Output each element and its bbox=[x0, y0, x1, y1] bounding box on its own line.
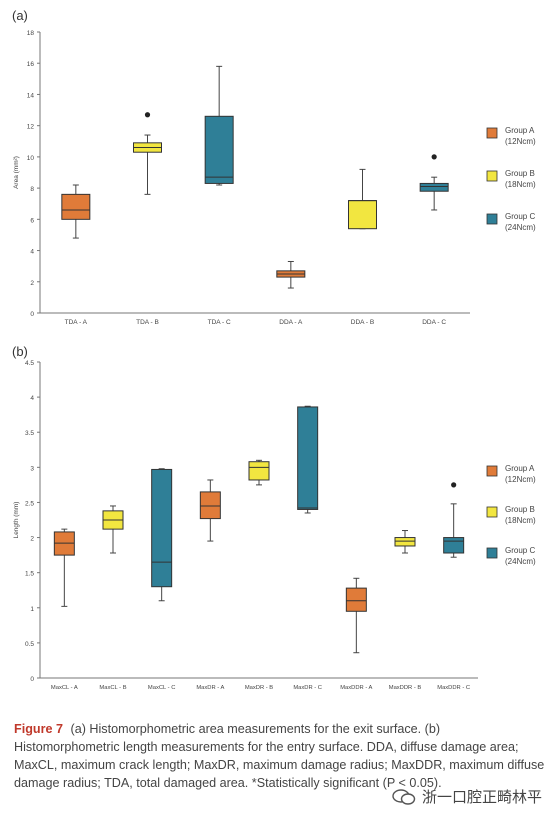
legend-sublabel: (24Ncm) bbox=[505, 557, 536, 566]
y-tick-label: 1 bbox=[30, 606, 34, 613]
legend-label: Group C bbox=[505, 546, 535, 555]
x-tick-label: MaxDR - B bbox=[245, 685, 273, 691]
box-dda-b bbox=[348, 200, 377, 230]
legend-sublabel: (18Ncm) bbox=[505, 516, 536, 525]
box-maxddr-a bbox=[345, 587, 367, 612]
y-tick-label: 10 bbox=[27, 155, 35, 162]
box-maxdr-a bbox=[199, 491, 221, 520]
chart-a: 0 2 4 6 8 10 12 14 16 18 Area (mm²) TDA - A TDA - B T… bbox=[13, 30, 536, 326]
legend-label: Group A bbox=[505, 464, 535, 473]
box-maxdr-b bbox=[248, 461, 270, 481]
legend-swatch-b bbox=[486, 506, 498, 518]
legend-swatch-b bbox=[486, 170, 498, 182]
y-tick-label: 2 bbox=[30, 280, 34, 287]
y-tick-label: 0.5 bbox=[25, 641, 34, 648]
box-maxddr-b bbox=[394, 537, 416, 547]
y-tick-label: 2.5 bbox=[25, 500, 34, 507]
box-tda-a bbox=[61, 193, 91, 220]
legend-sublabel: (12Ncm) bbox=[505, 475, 536, 484]
box-maxcl-c bbox=[151, 468, 173, 588]
legend-sublabel: (24Ncm) bbox=[505, 223, 536, 232]
y-tick-label: 4 bbox=[30, 395, 34, 402]
legend-swatch-a bbox=[486, 127, 498, 139]
legend-swatch-c bbox=[486, 547, 498, 559]
legend-label: Group C bbox=[505, 212, 535, 221]
y-axis-label: Length (mm) bbox=[13, 502, 20, 539]
caption-text: (a) Histomorphometric area measurements … bbox=[14, 722, 545, 790]
legend-swatch-c bbox=[486, 213, 498, 225]
y-tick-label: 3.5 bbox=[25, 430, 34, 437]
x-tick-label: DDA - A bbox=[279, 319, 303, 326]
panel-a-label: (a) bbox=[12, 8, 28, 23]
y-tick-label: 18 bbox=[27, 30, 35, 37]
box-maxdr-c bbox=[297, 406, 319, 510]
x-tick-label: DDA - C bbox=[422, 319, 446, 326]
x-tick-label: MaxDR - C bbox=[293, 685, 322, 691]
figure-label: Figure 7 bbox=[14, 722, 63, 736]
y-tick-label: 8 bbox=[30, 186, 34, 193]
legend-sublabel: (12Ncm) bbox=[505, 137, 536, 146]
outlier-point bbox=[451, 482, 457, 488]
x-tick-label: MaxDDR - A bbox=[340, 685, 372, 691]
box-dda-c bbox=[419, 182, 449, 192]
watermark-text: 浙一口腔正畸林平 bbox=[422, 789, 543, 806]
x-tick-label: MaxCL - C bbox=[148, 685, 175, 691]
x-tick-label: TDA - C bbox=[208, 319, 231, 326]
chart-b: 0 0.5 1 1.5 2 2.5 3 3.5 4 4.5 Length (mm) MaxCL - A… bbox=[13, 360, 536, 691]
outlier-point bbox=[431, 154, 437, 160]
y-tick-label: 6 bbox=[30, 217, 34, 224]
legend-label: Group A bbox=[505, 126, 535, 135]
x-tick-label: MaxCL - A bbox=[51, 685, 78, 691]
legend-swatch-a bbox=[486, 465, 498, 477]
y-tick-label: 0 bbox=[30, 676, 34, 683]
figure-caption: Figure 7 (a) Histomorphometric area meas… bbox=[14, 720, 548, 792]
legend-sublabel: (18Ncm) bbox=[505, 180, 536, 189]
y-tick-label: 1.5 bbox=[25, 571, 34, 578]
x-tick-label: TDA - A bbox=[65, 319, 88, 326]
y-tick-label: 0 bbox=[30, 311, 34, 318]
wechat-icon bbox=[392, 788, 416, 805]
box-tda-c bbox=[204, 115, 234, 184]
watermark: 浙一口腔正畸林平 bbox=[392, 786, 542, 807]
panel-b-label: (b) bbox=[12, 344, 28, 359]
x-tick-label: MaxCL - B bbox=[99, 685, 126, 691]
y-tick-label: 3 bbox=[30, 465, 34, 472]
x-tick-label: MaxDDR - B bbox=[389, 685, 422, 691]
x-tick-label: MaxDDR - C bbox=[437, 685, 470, 691]
y-tick-label: 12 bbox=[27, 124, 35, 131]
outlier-point bbox=[144, 112, 151, 118]
y-tick-label: 2 bbox=[30, 536, 34, 543]
y-tick-label: 14 bbox=[27, 92, 35, 99]
box-maxddr-c bbox=[443, 537, 465, 554]
y-axis-label: Area (mm²) bbox=[13, 156, 20, 189]
x-tick-label: DDA - B bbox=[351, 319, 374, 326]
y-tick-label: 4.5 bbox=[25, 360, 34, 367]
legend-label: Group B bbox=[505, 505, 535, 514]
legend-label: Group B bbox=[505, 169, 535, 178]
x-tick-label: TDA - B bbox=[136, 319, 159, 326]
y-tick-label: 16 bbox=[27, 61, 35, 68]
y-tick-label: 4 bbox=[30, 249, 34, 256]
x-tick-label: MaxDR - A bbox=[196, 685, 224, 691]
